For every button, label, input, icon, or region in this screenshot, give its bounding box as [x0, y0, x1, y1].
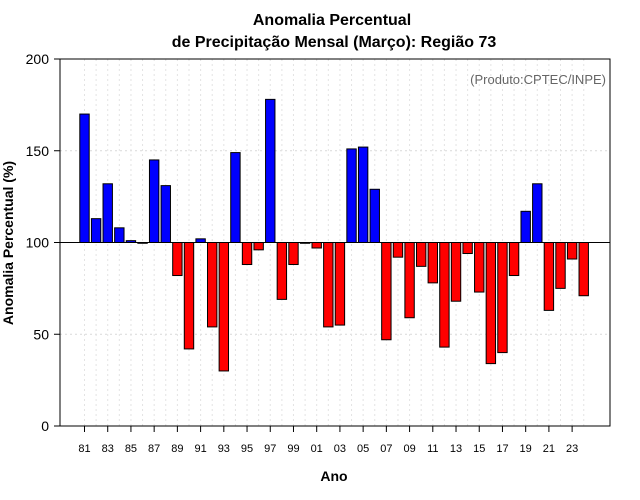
- bar-97: [265, 98, 276, 244]
- bar-14: [462, 242, 473, 255]
- bar-20: [532, 183, 543, 243]
- bar-06: [369, 188, 380, 243]
- x-tick-label: 83: [102, 443, 114, 455]
- y-axis-label: Anomalia Percentual (%): [0, 161, 16, 325]
- x-tick-label: 81: [78, 443, 90, 455]
- bar-10: [415, 242, 427, 267]
- x-tick-label: 05: [357, 443, 369, 455]
- x-axis-label: Ano: [320, 468, 347, 484]
- x-tick-label: 17: [496, 443, 508, 455]
- credit-text: (Produto:CPTEC/INPE): [470, 72, 606, 87]
- x-tick-label: 91: [194, 443, 206, 455]
- x-tick-label: 21: [543, 443, 555, 455]
- x-tick-label: 89: [171, 443, 183, 455]
- bar-01: [311, 242, 322, 249]
- bar-88: [160, 185, 171, 243]
- bar-19: [520, 210, 531, 243]
- x-tick-label: 09: [403, 443, 415, 455]
- x-tick-label: 23: [566, 443, 578, 455]
- x-tick-label: 03: [334, 443, 346, 455]
- bar-18: [508, 242, 520, 277]
- bar-15: [474, 242, 485, 293]
- bar-84: [114, 227, 125, 244]
- bar-05: [357, 146, 369, 243]
- bar-87: [148, 159, 160, 243]
- y-tick-label: 0: [41, 418, 49, 434]
- x-tick-label: 07: [380, 443, 392, 455]
- bar-11: [427, 242, 439, 284]
- y-tick-label: 100: [26, 235, 50, 251]
- bar-95: [241, 242, 253, 266]
- chart-title-line1: Anomalia Percentual: [253, 12, 411, 29]
- x-tick-label: 93: [218, 443, 230, 455]
- bar-02: [323, 242, 334, 328]
- bars: [79, 98, 589, 372]
- x-tick-label: 19: [520, 443, 532, 455]
- bar-90: [183, 242, 195, 350]
- bar-08: [392, 242, 404, 258]
- bar-03: [334, 242, 346, 326]
- bar-24: [578, 242, 589, 297]
- bar-93: [218, 242, 230, 372]
- bar-23: [566, 242, 578, 260]
- bar-98: [276, 242, 288, 300]
- bar-81: [79, 113, 90, 243]
- bar-07: [381, 242, 392, 341]
- bar-09: [404, 242, 415, 319]
- grid: [60, 59, 610, 426]
- bar-99: [288, 242, 299, 266]
- bar-92: [207, 242, 218, 328]
- x-tick-label: 15: [473, 443, 485, 455]
- x-tick-label: 95: [241, 443, 253, 455]
- bar-17: [497, 242, 508, 354]
- bar-13: [450, 242, 462, 302]
- y-axis: 0 50 100 150 200: [26, 51, 60, 434]
- bar-94: [230, 152, 241, 243]
- x-tick-label: 99: [287, 443, 299, 455]
- bar-83: [102, 183, 113, 243]
- bar-12: [439, 242, 450, 348]
- bar-91: [195, 238, 206, 244]
- x-tick-label: 01: [311, 443, 323, 455]
- bar-82: [90, 218, 102, 243]
- bar-16: [485, 242, 497, 365]
- y-tick-label: 150: [26, 143, 50, 159]
- chart-title-line2: de Precipitação Mensal (Março): Região 7…: [172, 34, 497, 51]
- bar-96: [253, 242, 264, 251]
- x-tick-label: 13: [450, 443, 462, 455]
- x-axis: 81 83 85 87 89 91 93 95 97 99 01 03 05 07 09 11 13 15 17 19…: [78, 426, 578, 455]
- x-tick-label: 87: [148, 443, 160, 455]
- bar-22: [555, 242, 566, 289]
- y-tick-label: 200: [26, 51, 50, 67]
- bar-89: [172, 242, 183, 277]
- x-tick-label: 97: [264, 443, 276, 455]
- bar-21: [543, 242, 555, 311]
- x-tick-label: 85: [125, 443, 137, 455]
- y-tick-label: 50: [33, 326, 49, 342]
- x-tick-label: 11: [427, 443, 438, 455]
- bar-04: [346, 148, 357, 243]
